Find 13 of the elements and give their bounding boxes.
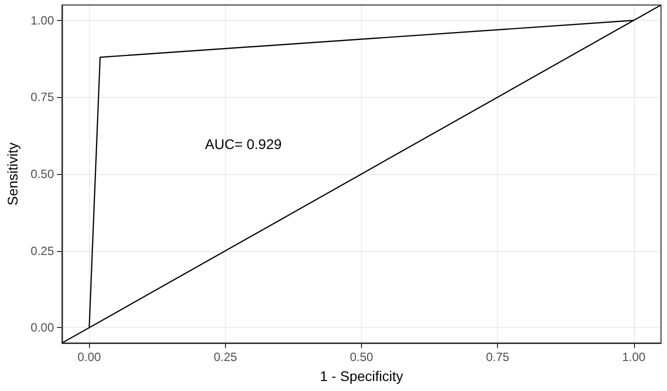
y-tick-label: 1.00 xyxy=(30,13,54,28)
annotation: AUC= 0.929 xyxy=(205,136,282,152)
x-tick-label: 0.75 xyxy=(486,350,510,364)
x-tick-label: 0.00 xyxy=(78,350,102,364)
y-tick-label: 0.00 xyxy=(30,320,54,335)
x-tick-label: 1.00 xyxy=(622,350,646,364)
y-tick-label: 0.75 xyxy=(30,90,54,104)
x-axis-title: 1 - Specificity xyxy=(320,368,404,384)
y-tick-label: 0.50 xyxy=(30,167,54,181)
y-tick-label: 0.25 xyxy=(30,244,54,258)
y-axis-title: Sensitivity xyxy=(4,142,21,206)
x-tick-label: 0.50 xyxy=(350,350,374,364)
x-tick-label: 0.25 xyxy=(214,350,238,364)
